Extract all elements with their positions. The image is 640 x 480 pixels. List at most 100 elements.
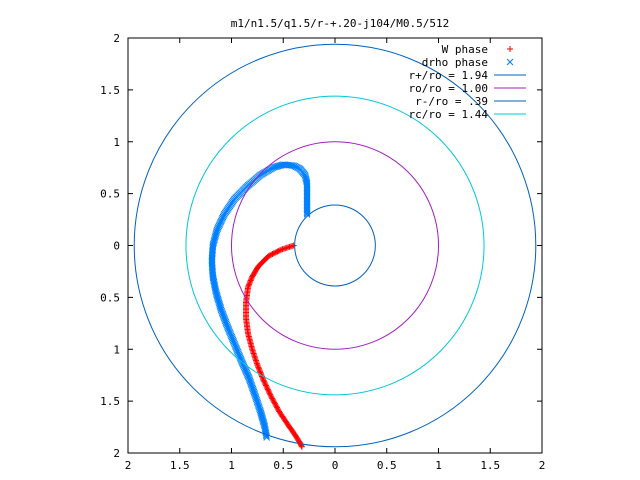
marker-cross [230,337,237,345]
marker-cross [222,318,230,326]
marker-cross [240,362,247,369]
marker-cross [250,389,258,397]
marker-cross [254,401,262,408]
marker-cross [253,398,261,405]
marker-cross [256,405,263,413]
x-tick-label: 1.5 [170,459,190,472]
x-tick-label: 0.5 [377,459,397,472]
marker-cross [244,372,252,380]
marker-cross [251,391,259,398]
marker-cross [212,287,220,295]
marker-cross [217,306,225,314]
marker-cross [259,414,266,422]
marker-cross [222,320,230,328]
marker-cross [218,309,226,316]
y-tick-label: 2 [113,32,120,45]
marker-cross [302,174,310,182]
series-0-markers [242,242,305,450]
marker-cross [246,376,253,384]
marker-cross [258,412,265,419]
plot-area [133,43,537,450]
marker-cross [213,290,220,297]
marker-cross [224,324,232,332]
marker-cross [239,360,247,368]
marker-cross [220,313,228,321]
marker-cross [237,356,245,364]
marker-cross [231,342,239,349]
y-tick-label: 0.5 [100,188,120,201]
marker-cross [226,328,233,336]
marker-cross [214,295,222,303]
marker-cross [212,288,220,296]
marker-cross [259,417,267,425]
marker-cross [215,299,223,307]
marker-cross [225,325,232,333]
marker-cross [260,418,267,426]
x-tick-label: 1.5 [480,459,500,472]
marker-cross [260,421,268,429]
marker-cross [249,385,257,393]
x-tick-label: 2 [539,459,546,472]
marker-cross [221,316,229,323]
marker-cross [259,416,267,423]
marker-cross [303,177,310,184]
marker-cross [214,294,221,301]
chart-title: m1/n1.5/q1.5/r-+.20-j104/M0.5/512 [231,17,450,30]
marker-cross [231,340,238,348]
marker-cross [257,410,265,418]
legend-label: r+/ro = 1.94 [409,69,489,82]
marker-cross [244,371,251,378]
marker-cross [303,178,311,186]
marker-cross [223,321,231,329]
marker-cross [216,301,223,308]
marker-cross [212,286,219,293]
marker-cross [234,347,241,355]
marker-cross [216,302,224,310]
marker-cross [237,355,245,363]
marker-cross [219,312,227,319]
x-tick-label: 2 [125,459,132,472]
legend-label: drho phase [422,56,488,69]
y-axis: 2 1.5 1 0.5 0 0.5 1 1.5 2 [100,32,542,460]
marker-cross [251,392,259,400]
x-tick-label: 1 [435,459,442,472]
marker-cross [229,335,236,342]
circle-series-4 [294,204,376,287]
marker-cross [260,420,268,427]
marker-cross [235,351,243,359]
marker-cross [226,329,234,337]
marker-cross [248,381,255,389]
legend-label: r-/ro = .39 [415,95,488,108]
marker-cross [247,380,255,388]
marker-cross [221,317,229,325]
marker-cross [229,336,237,344]
marker-cross [248,383,256,390]
marker-cross [215,298,223,306]
marker-cross [241,366,249,373]
marker-cross [301,172,309,180]
marker-cross [217,303,224,311]
marker-cross [218,307,226,315]
marker-cross [224,323,231,330]
marker-cross [228,333,236,341]
marker-cross [255,402,262,410]
marker-cross [235,350,242,357]
marker-cross [246,377,254,385]
y-tick-label: 0.5 [100,291,120,304]
legend-label: rc/ro = 1.44 [409,108,489,121]
marker-cross [254,399,262,407]
marker-cross [220,314,228,322]
marker-cross [252,393,260,401]
marker-cross [243,369,251,377]
marker-cross [263,432,270,440]
marker-cross [256,406,264,414]
marker-cross [303,179,311,187]
marker-cross [245,374,253,382]
series-1-markers [208,161,311,441]
marker-cross [252,395,260,403]
marker-cross [230,339,238,347]
x-tick-label: 0 [332,459,339,472]
circle-series-2 [133,43,537,448]
marker-cross [225,327,233,334]
